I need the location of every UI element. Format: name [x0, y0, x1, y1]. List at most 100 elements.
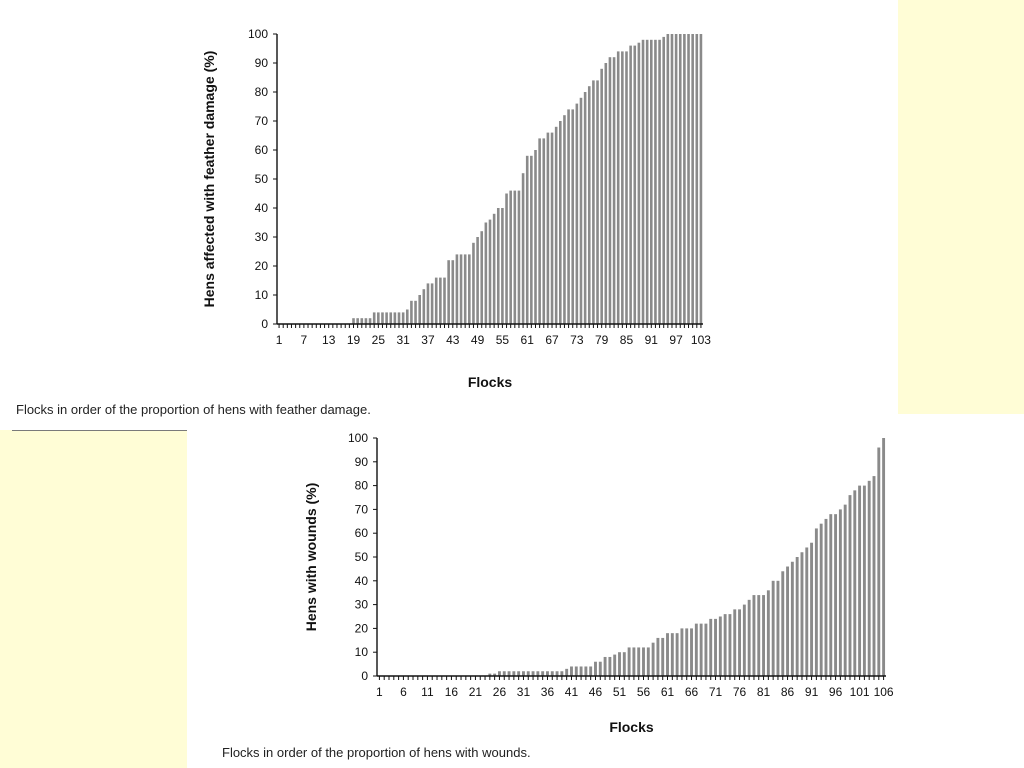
bar	[867, 480, 871, 676]
bar	[426, 283, 430, 324]
x-tick-label: 91	[805, 685, 819, 699]
x-tick-label: 16	[445, 685, 459, 699]
y-tick-label: 20	[255, 259, 269, 273]
x-tick-label: 1	[276, 333, 283, 347]
bar	[848, 495, 852, 676]
bar	[501, 208, 504, 324]
bar	[554, 126, 558, 324]
bar	[629, 45, 632, 324]
bar	[536, 671, 540, 676]
bar	[733, 609, 737, 676]
bar	[550, 671, 554, 676]
bar	[824, 518, 828, 676]
x-tick-label: 1	[376, 685, 383, 699]
x-tick-label: 61	[661, 685, 675, 699]
bar	[509, 190, 512, 324]
bar	[555, 671, 559, 676]
bar	[843, 504, 847, 676]
x-tick-label: 43	[446, 333, 460, 347]
bar	[592, 80, 595, 325]
x-tick-label: 55	[496, 333, 510, 347]
bar	[531, 671, 535, 676]
bar	[786, 566, 790, 676]
bar	[858, 485, 862, 676]
bar	[525, 155, 529, 324]
bar	[781, 571, 785, 676]
bar	[579, 97, 583, 324]
bar	[661, 637, 665, 676]
divider-line	[12, 430, 187, 431]
bar	[637, 42, 641, 324]
bar	[422, 289, 426, 324]
bar	[612, 57, 616, 324]
bar	[805, 547, 809, 676]
bar	[625, 51, 628, 325]
bar	[513, 190, 517, 324]
bar	[587, 86, 591, 324]
bar	[814, 528, 818, 676]
bar	[570, 666, 573, 676]
bar	[385, 312, 388, 324]
bar	[560, 671, 564, 676]
bar	[632, 647, 636, 676]
bar	[397, 312, 401, 324]
bar	[360, 318, 364, 324]
bar	[492, 213, 496, 324]
bar	[621, 51, 624, 325]
x-tick-label: 46	[589, 685, 603, 699]
x-tick-label: 103	[691, 333, 711, 347]
bar	[522, 671, 525, 676]
bar	[608, 57, 612, 324]
bar	[430, 283, 434, 324]
bar	[574, 666, 578, 676]
y-tick-label: 10	[355, 645, 369, 659]
x-tick-label: 26	[493, 685, 507, 699]
x-tick-label: 71	[709, 685, 723, 699]
bar	[718, 616, 722, 676]
x-tick-label: 11	[421, 685, 434, 699]
y-tick-label: 70	[355, 502, 369, 516]
x-tick-label: 6	[400, 685, 407, 699]
x-tick-label: 21	[469, 685, 483, 699]
bar	[699, 623, 703, 676]
y-axis-label: Hens affected with feather damage (%)	[201, 51, 217, 308]
bar	[596, 80, 599, 325]
bar	[517, 190, 521, 324]
x-tick-label: 76	[733, 685, 747, 699]
bar	[685, 628, 689, 676]
bar	[505, 193, 508, 324]
bar	[368, 318, 372, 324]
bar	[723, 614, 727, 676]
bar	[507, 671, 511, 676]
bar	[678, 34, 682, 324]
bar	[690, 628, 693, 676]
bar	[463, 254, 467, 324]
bar	[651, 642, 655, 676]
bar	[352, 318, 355, 324]
x-tick-label: 41	[565, 685, 579, 699]
bar	[476, 237, 479, 324]
bar	[401, 312, 405, 324]
bar	[872, 476, 876, 676]
x-tick-label: 25	[372, 333, 386, 347]
x-tick-label: 36	[541, 685, 555, 699]
y-axis-label: Hens with wounds (%)	[303, 483, 319, 632]
bar	[546, 671, 549, 676]
bar	[877, 447, 881, 676]
y-tick-label: 80	[355, 479, 369, 493]
caption-feather-damage: Flocks in order of the proportion of hen…	[16, 402, 371, 417]
y-tick-label: 80	[255, 85, 269, 99]
bar	[637, 647, 641, 676]
bar	[546, 132, 550, 324]
bar	[670, 633, 674, 676]
bar	[389, 312, 393, 324]
x-tick-label: 79	[595, 333, 609, 347]
bar	[443, 277, 446, 324]
x-tick-label: 37	[421, 333, 435, 347]
bar	[488, 219, 492, 324]
x-tick-label: 19	[347, 333, 361, 347]
x-tick-label: 56	[637, 685, 651, 699]
bar	[618, 652, 621, 676]
x-tick-label: 13	[322, 333, 336, 347]
